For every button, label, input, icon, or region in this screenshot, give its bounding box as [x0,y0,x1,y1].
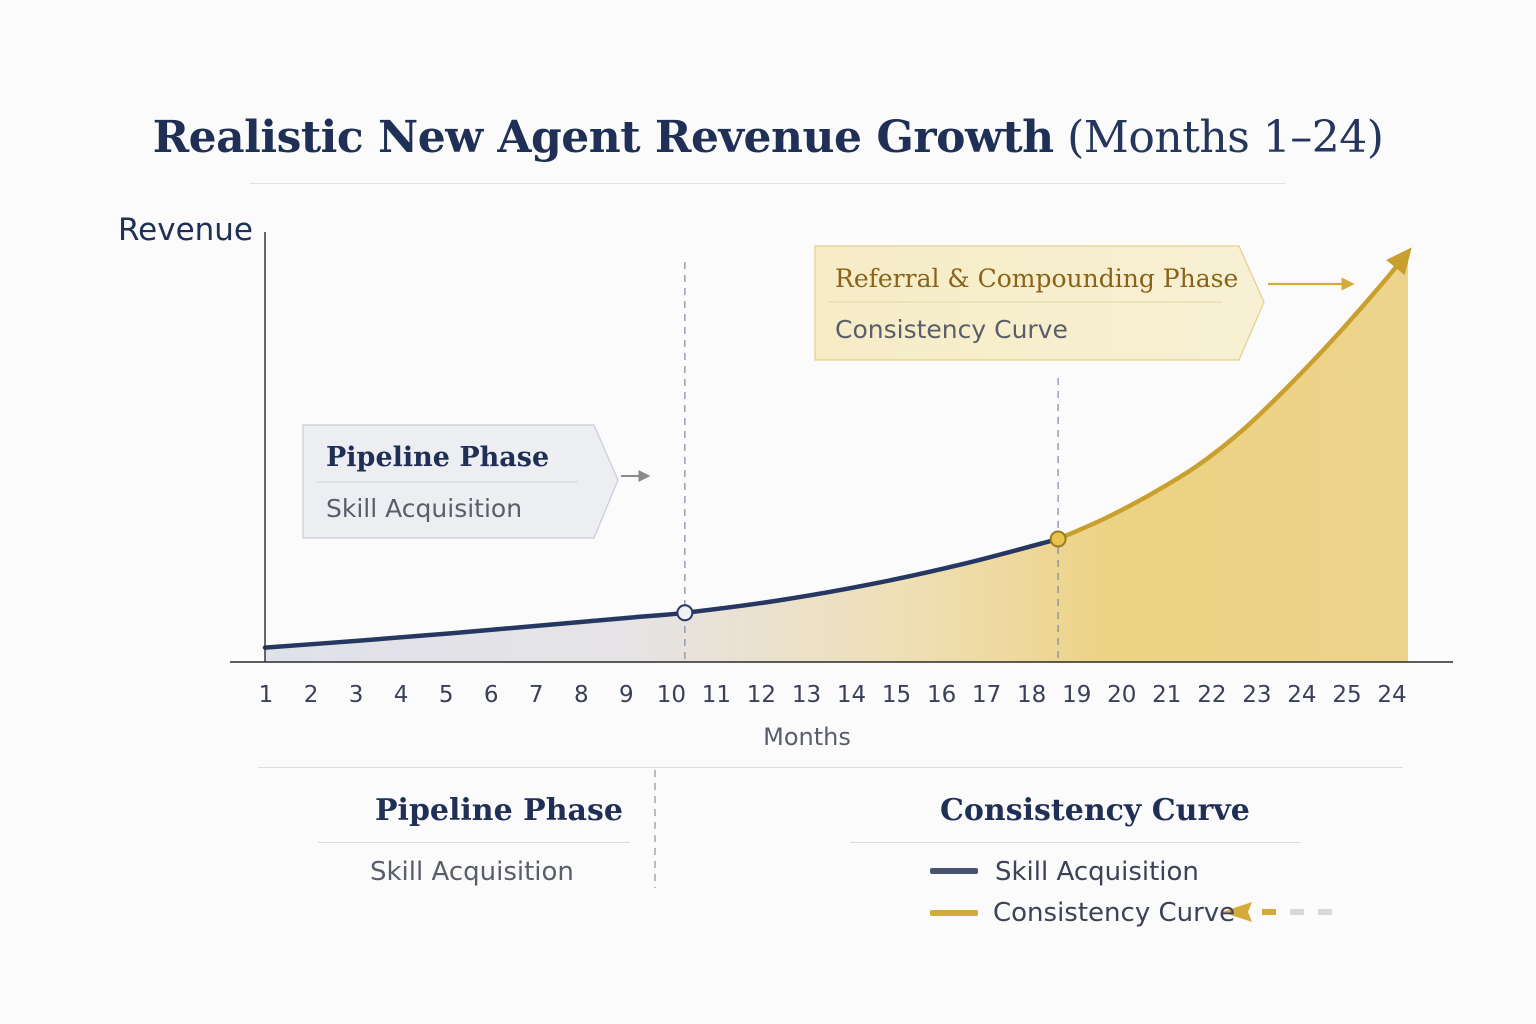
legend-label-consistency: Consistency Curve [993,898,1236,928]
x-tick-label: 19 [1062,682,1091,708]
x-tick-label: 8 [574,682,589,708]
x-tick-label: 1 [259,682,274,708]
growth-arrowhead [1386,247,1412,276]
x-tick-label: 6 [484,682,499,708]
legend-swatch-consistency [930,910,978,916]
x-tick-label: 13 [792,682,821,708]
x-axis-label: Months [763,723,851,751]
series-line-layer [262,247,1412,650]
bottom-left-subtitle: Skill Acquisition [370,857,574,887]
x-tick-label: 20 [1107,682,1136,708]
area-fill-layer [265,252,1408,662]
x-tick-label: 24 [1287,682,1316,708]
x-tick-label: 22 [1197,682,1226,708]
referral-phase-callout: Referral & Compounding Phase Consistency… [814,245,1355,361]
x-tick-label: 5 [439,682,454,708]
chart-title-subtitle: (Months 1–24) [1067,112,1384,163]
x-tick-label: 24 [1377,682,1406,708]
bottom-right-title: Consistency Curve [940,793,1250,828]
bottom-right-rule [850,842,1300,843]
x-tick-label: 10 [657,682,686,708]
x-tick-label: 2 [304,682,319,708]
marker-layer [676,530,1067,622]
phase-divider-layer [684,262,1059,662]
referral-callout-title: Referral & Compounding Phase [835,264,1238,293]
data-marker [676,604,694,622]
x-tick-label: 21 [1152,682,1181,708]
x-tick-label: 25 [1332,682,1361,708]
series-line-consistency-curve [1055,249,1411,542]
referral-callout-subtitle: Consistency Curve [835,315,1068,344]
data-marker [1049,530,1067,548]
pipeline-callout-subtitle: Skill Acquisition [326,494,522,523]
title-divider [250,183,1285,184]
chart-title-main: Realistic New Agent Revenue Growth [152,112,1055,163]
x-tick-labels: 1 2 3 4 5 6 7 8 9 10 11 12 13 14 15 16 17 18 19 20 21 22 23 24 2… [259,682,1407,708]
x-tick-label: 23 [1242,682,1271,708]
x-tick-label: 3 [349,682,364,708]
revenue-area-fill [265,252,1408,662]
x-tick-label: 17 [972,682,1001,708]
series-line-skill-acquisition [262,536,1061,650]
legend-arrow-icon [1222,902,1332,922]
x-tick-label: 7 [529,682,544,708]
chart-title: Realistic New Agent Revenue Growth (Mont… [0,112,1536,163]
x-tick-label: 16 [927,682,956,708]
y-axis-label: Revenue [118,212,253,248]
bottom-left-title: Pipeline Phase [375,793,623,828]
bottom-left-rule [318,842,630,843]
x-tick-label: 12 [747,682,776,708]
x-tick-label: 9 [619,682,634,708]
x-tick-label: 14 [837,682,866,708]
pipeline-phase-callout: Pipeline Phase Skill Acquisition [302,424,651,539]
x-tick-label: 15 [882,682,911,708]
pipeline-callout-title: Pipeline Phase [326,442,549,473]
bottom-section-divider [258,767,1403,768]
legend-label-skill: Skill Acquisition [995,857,1199,887]
x-tick-label: 18 [1017,682,1046,708]
referral-callout-box [814,245,1265,361]
legend-swatch-skill [930,868,978,874]
x-tick-label: 4 [394,682,409,708]
x-tick-label: 11 [702,682,731,708]
